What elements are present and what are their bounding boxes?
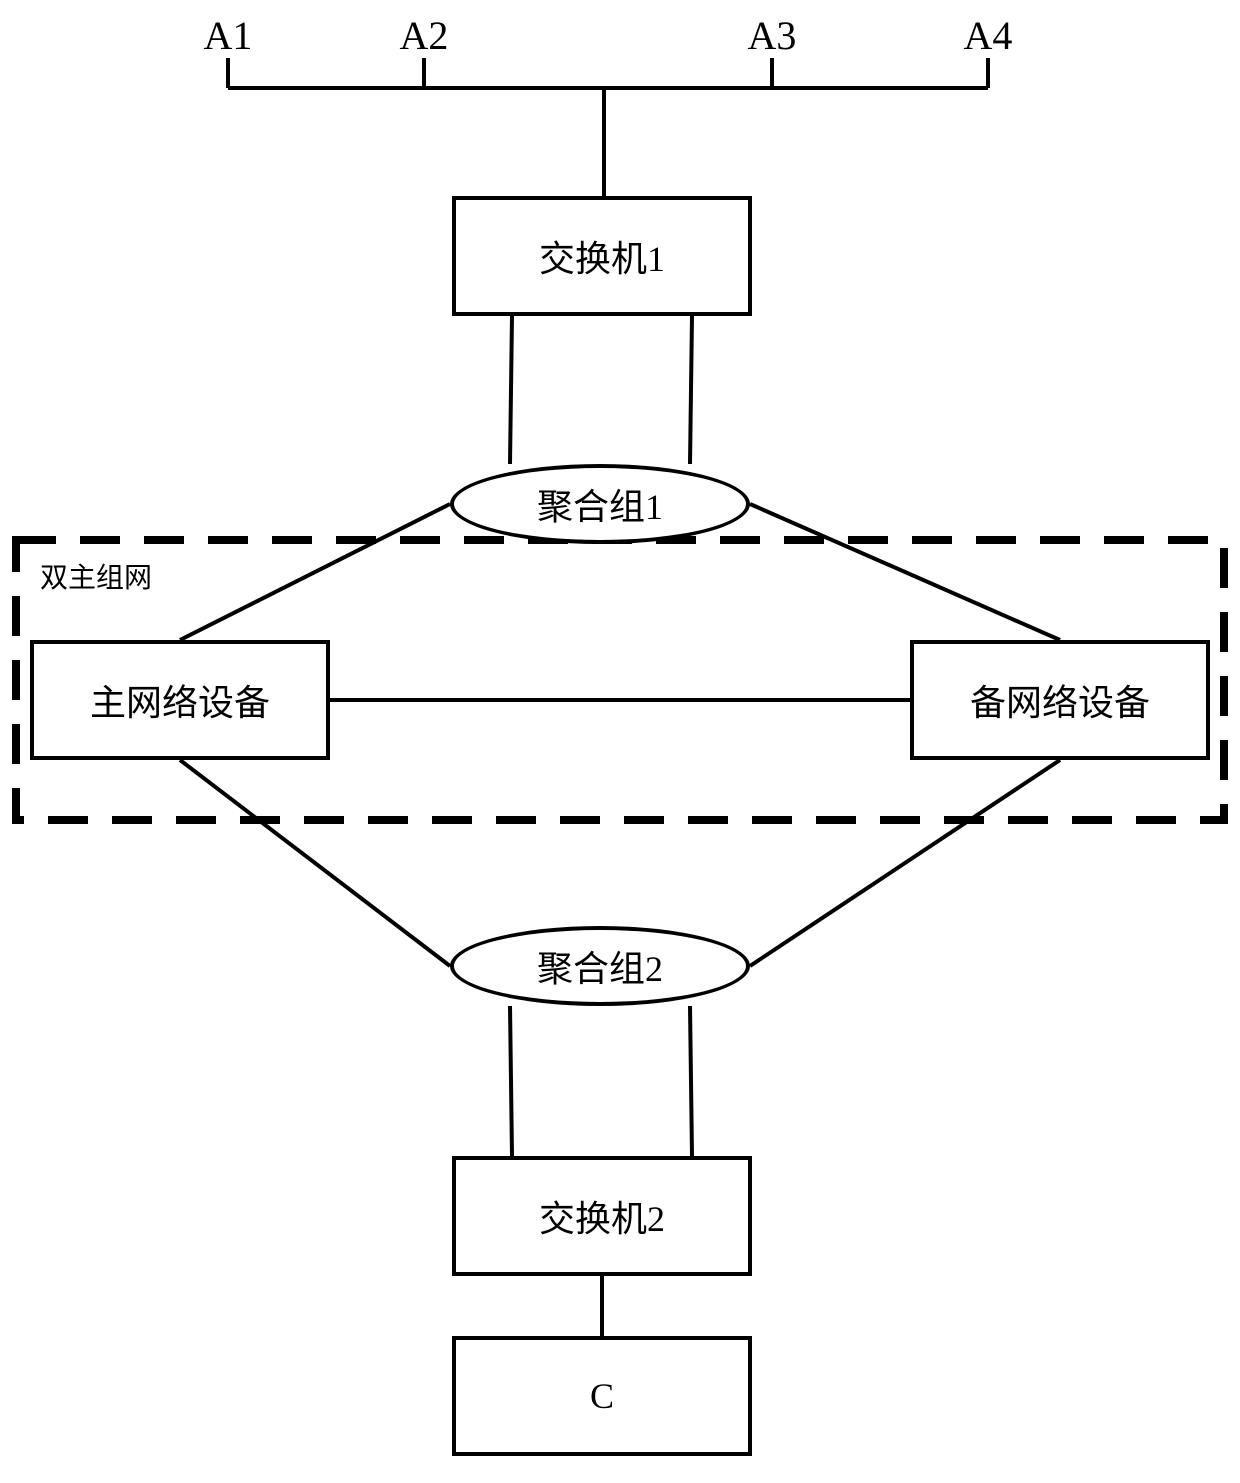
node-c-label: C bbox=[590, 1375, 614, 1417]
diagram-canvas: A1 A2 A3 A4 双主组网 交换机1 聚合组1 主网络设备 备网络设备 聚… bbox=[0, 0, 1240, 1483]
node-agg1-label: 聚合组1 bbox=[537, 478, 663, 530]
node-agg2-label: 聚合组2 bbox=[537, 940, 663, 992]
node-backup-label: 备网络设备 bbox=[970, 674, 1150, 726]
node-switch1-label: 交换机1 bbox=[539, 230, 665, 282]
dashed-region-label: 双主组网 bbox=[40, 556, 152, 596]
node-backup: 备网络设备 bbox=[910, 640, 1210, 760]
node-primary: 主网络设备 bbox=[30, 640, 330, 760]
top-label-a4: A4 bbox=[958, 12, 1018, 59]
top-label-a2: A2 bbox=[394, 12, 454, 59]
bus-lines bbox=[228, 58, 988, 196]
node-agg1: 聚合组1 bbox=[450, 464, 750, 544]
node-switch2: 交换机2 bbox=[452, 1156, 752, 1276]
node-agg2: 聚合组2 bbox=[450, 926, 750, 1006]
node-switch1: 交换机1 bbox=[452, 196, 752, 316]
node-switch2-label: 交换机2 bbox=[539, 1190, 665, 1242]
node-c: C bbox=[452, 1336, 752, 1456]
node-primary-label: 主网络设备 bbox=[90, 674, 270, 726]
top-label-a1: A1 bbox=[198, 12, 258, 59]
top-label-a3: A3 bbox=[742, 12, 802, 59]
